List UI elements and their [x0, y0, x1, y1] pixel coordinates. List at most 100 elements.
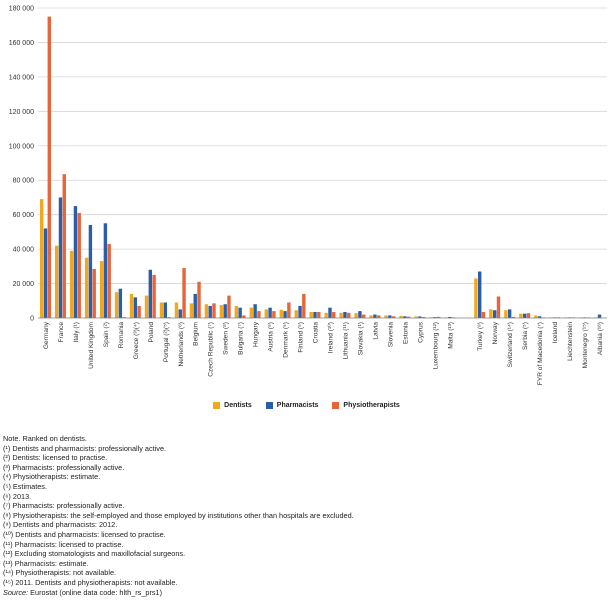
bar-physiotherapists [496, 296, 501, 318]
bar-pharmacists [478, 271, 482, 318]
bar-physiotherapists [436, 316, 441, 318]
chart-legend: Dentists Pharmacists Physiotherapists [0, 398, 613, 412]
bar-physiotherapists [362, 314, 366, 318]
bar-physiotherapists [197, 281, 201, 318]
bar-physiotherapists [302, 293, 306, 318]
bar-dentists [174, 302, 179, 318]
y-tick-label: 0 [30, 316, 34, 323]
bar-dentists [384, 315, 388, 318]
note-line: (⁷) Pharmacists: professionally active. [3, 501, 125, 511]
bar-dentists [189, 303, 194, 318]
x-category-label: Sweden (⁸) [223, 322, 230, 355]
note-line: (¹³) Pharmacists: estimate. [3, 558, 89, 568]
gridlines [38, 7, 607, 284]
bar-pharmacists [43, 228, 48, 318]
bar-pharmacists [493, 310, 497, 318]
bar-dentists [69, 250, 74, 318]
x-category-label: Slovakia (¹) [357, 322, 364, 355]
bar-pharmacists [223, 304, 227, 318]
bar-physiotherapists [421, 316, 426, 318]
bar-pharmacists [148, 269, 152, 318]
legend-item-physiotherapists: Physiotherapists [332, 398, 400, 412]
x-category-label: Netherlands (⁶) [178, 322, 185, 367]
bar-physiotherapists [77, 212, 81, 318]
bar-dentists [399, 315, 403, 318]
bar-dentists [414, 316, 418, 318]
chart-notes: Note. Ranked on dentists. (¹) Dentists a… [3, 434, 608, 597]
bar-dentists [84, 257, 89, 318]
x-category-label: Romania [118, 322, 125, 349]
bar-pharmacists [448, 316, 452, 318]
bar-dentists [54, 245, 59, 318]
bar-dentists [354, 313, 358, 318]
bar-physiotherapists [62, 174, 66, 318]
note-line: (⁵) Estimates. [3, 481, 47, 491]
bar-pharmacists [253, 304, 257, 318]
bar-dentists [324, 312, 328, 318]
bar-physiotherapists [152, 274, 156, 318]
bar-dentists [39, 199, 44, 318]
bar-dentists [99, 261, 104, 318]
bar-dentists [249, 307, 254, 318]
bar-physiotherapists [107, 243, 111, 318]
bar-physiotherapists [347, 312, 351, 318]
note-line: (¹⁰) Dentists and pharmacists: licensed … [3, 529, 166, 539]
bar-pharmacists [268, 307, 272, 318]
legend-item-dentists: Dentists [213, 398, 252, 412]
y-tick-label: 140 000 [9, 74, 34, 81]
y-axis-tick-labels: 0 20 000 40 000 60 000 80 000 100 000 120 000 1… [9, 6, 34, 323]
bar-pharmacists [597, 314, 602, 318]
x-category-label: Lithuania (¹¹) [342, 322, 349, 359]
x-category-label: Estonia [402, 322, 409, 344]
x-category-label: Germany [43, 321, 50, 349]
bar-pharmacists [283, 311, 287, 318]
bar-physiotherapists [272, 311, 276, 318]
x-category-label: Montenegro (¹⁵) [582, 322, 589, 368]
bar-physiotherapists [137, 305, 141, 318]
x-category-label: Czech Republic (⁷) [208, 322, 215, 377]
x-category-label: Portugal (²)(⁵) [163, 322, 170, 362]
x-category-label: Finland (⁵) [298, 322, 305, 353]
x-category-label: France [58, 322, 65, 343]
x-axis-category-labels: Germany France Italy (¹) United Kingdom Spai… [43, 321, 604, 385]
legend-label-physiotherapists: Physiotherapists [343, 401, 400, 409]
bar-pharmacists [118, 288, 123, 318]
note-line: (¹²) Excluding stomatologists and maxill… [3, 549, 186, 559]
bar-physiotherapists [511, 316, 516, 318]
source-label: Source: [3, 587, 29, 597]
bar-dentists [489, 309, 493, 318]
x-category-label: Bulgaria (⁷) [238, 322, 245, 355]
bar-dentists [114, 292, 119, 318]
bar-dentists [279, 309, 283, 318]
bar-physiotherapists [212, 303, 216, 318]
y-tick-label: 40 000 [13, 247, 35, 254]
bar-physiotherapists [391, 316, 396, 318]
bar-dentists [129, 293, 134, 318]
legend-label-pharmacists: Pharmacists [276, 401, 319, 409]
x-category-label: Norway [492, 321, 499, 344]
legend-swatch-pharmacists [265, 401, 273, 409]
note-line: (²) Dentists: licensed to practise. [3, 453, 108, 463]
bar-dentists [159, 302, 164, 318]
bar-physiotherapists [481, 311, 486, 318]
bar-dentists [339, 312, 343, 318]
y-tick-label: 160 000 [9, 40, 34, 47]
bar-pharmacists [388, 315, 392, 318]
x-category-label: Iceland [552, 322, 559, 344]
bar-physiotherapists [182, 268, 186, 318]
x-category-label: Croatia [313, 322, 320, 344]
x-category-label: Greece (³)(⁴) [133, 322, 140, 359]
note-line: Note. Ranked on dentists. [3, 434, 87, 443]
x-category-label: Luxembourg (¹²) [432, 322, 439, 369]
bar-dentists [534, 315, 538, 318]
x-category-label: Switzerland (¹⁴) [507, 322, 514, 367]
note-line: (¹⁵) 2011. Dentists and physiotherapists… [3, 577, 178, 587]
bar-pharmacists [507, 309, 512, 318]
bar-pharmacists [403, 316, 407, 318]
bar-pharmacists [103, 223, 108, 318]
note-line: (⁶) 2013. [3, 491, 32, 501]
x-category-label: Poland [148, 322, 155, 343]
x-category-label: Turkey (⁸) [477, 322, 484, 351]
bar-physiotherapists [317, 311, 321, 318]
x-category-label: Italy (¹) [73, 322, 80, 343]
